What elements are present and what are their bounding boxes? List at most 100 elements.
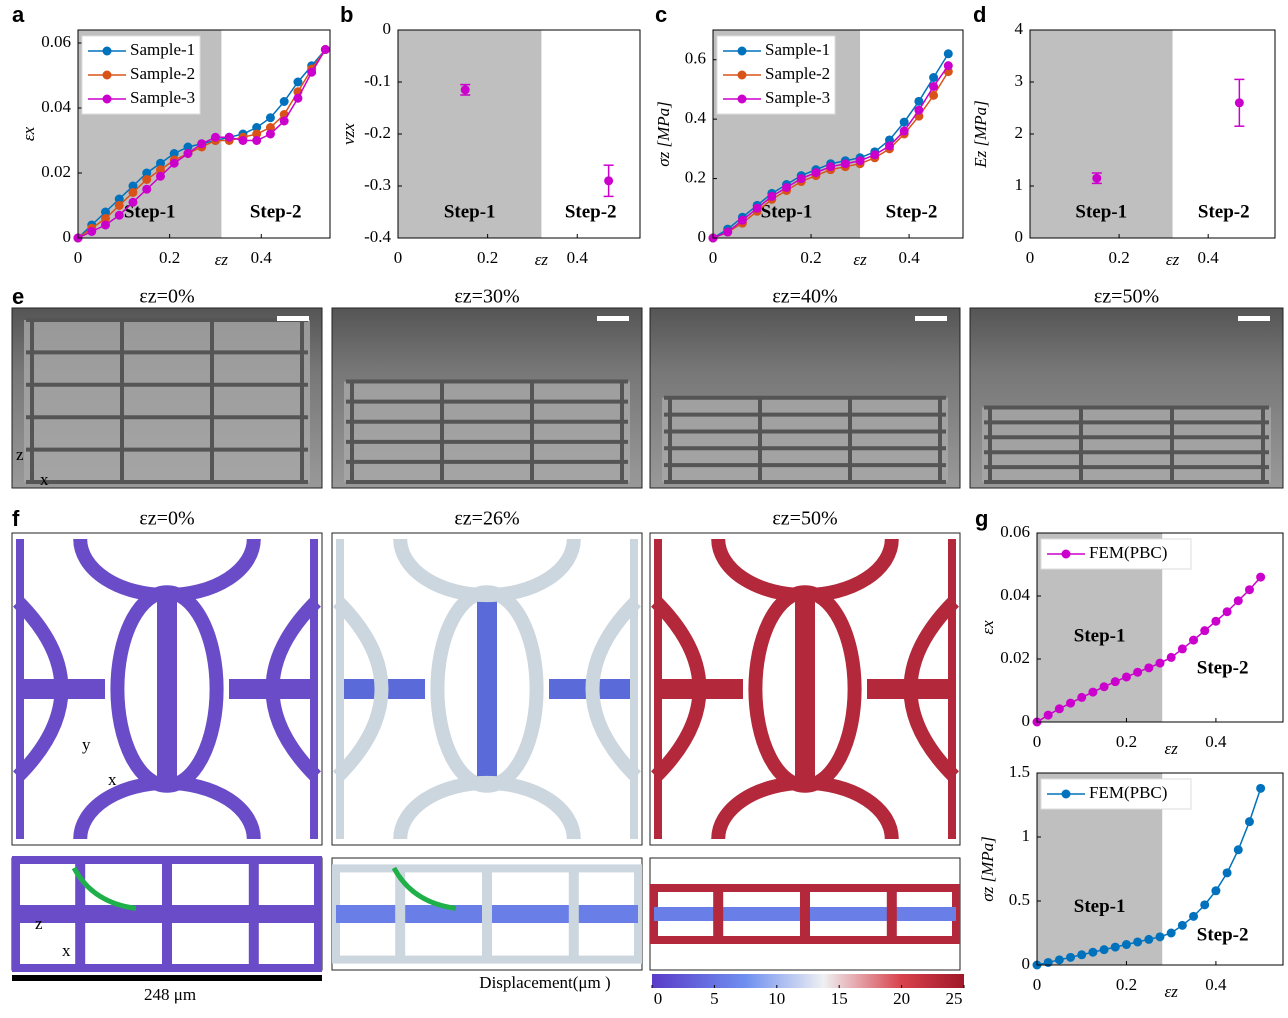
x-tick-label: 0.2 xyxy=(1116,732,1137,751)
data-point xyxy=(142,175,152,184)
data-point xyxy=(1166,652,1176,662)
data-point xyxy=(1110,942,1120,952)
sample xyxy=(24,320,310,482)
y-axis-label: Ez [MPa] xyxy=(971,100,990,169)
shaded-region xyxy=(1030,30,1173,238)
cell-arc xyxy=(265,596,321,782)
y-tick-label: 0 xyxy=(383,19,392,38)
axis-letter: z xyxy=(16,445,24,464)
data-point xyxy=(1054,955,1064,965)
legend-marker xyxy=(1061,549,1071,559)
data-point xyxy=(224,132,234,142)
data-point xyxy=(293,77,303,87)
data-point xyxy=(1144,663,1154,673)
scale-bar xyxy=(12,975,322,981)
x-tick-label: 0.2 xyxy=(159,248,180,267)
data-point xyxy=(114,210,124,220)
cell-arc xyxy=(585,596,641,782)
shaded-region xyxy=(398,30,542,238)
annotation: Step-1 xyxy=(1074,896,1126,917)
legend-marker xyxy=(102,94,112,104)
data-point xyxy=(293,93,303,103)
annotation: Step-2 xyxy=(565,201,617,222)
data-point xyxy=(1099,682,1109,692)
data-point xyxy=(826,162,836,172)
sample xyxy=(662,397,948,482)
data-point xyxy=(1166,928,1176,938)
y-tick-label: 0.6 xyxy=(685,49,706,68)
cell-arc xyxy=(333,596,389,782)
data-point xyxy=(252,123,262,132)
data-point xyxy=(100,207,110,217)
annotation: Step-1 xyxy=(444,201,496,222)
x-tick-label: 0.4 xyxy=(898,248,920,267)
data-point xyxy=(183,149,193,158)
x-axis-label: εz xyxy=(1165,982,1179,1001)
axis-letter: x xyxy=(108,770,117,789)
data-point xyxy=(1077,692,1087,702)
y-tick-label: 2 xyxy=(1015,123,1024,142)
data-point xyxy=(155,171,165,181)
colorbar-tick-label: 0 xyxy=(654,989,663,1008)
data-point xyxy=(320,45,330,54)
x-tick-label: 0.2 xyxy=(477,248,498,267)
data-point xyxy=(1043,710,1053,720)
annotation: Step-1 xyxy=(1074,625,1126,646)
x-tick-label: 0 xyxy=(1033,975,1042,994)
cell-arc xyxy=(711,775,899,840)
legend-label: Sample-1 xyxy=(130,40,195,59)
data-point xyxy=(782,182,792,192)
y-tick-label: 0 xyxy=(1022,711,1031,730)
data-point xyxy=(307,67,317,77)
data-point xyxy=(1256,783,1266,793)
data-point xyxy=(1088,687,1098,697)
y-tick-label: 0.06 xyxy=(41,32,71,51)
scale-label: 248 μm xyxy=(144,985,196,1004)
annotation: Step-1 xyxy=(124,201,176,222)
sample xyxy=(344,381,630,482)
data-point xyxy=(1211,886,1221,896)
annotation: Step-1 xyxy=(761,201,813,222)
data-point xyxy=(238,136,248,145)
y-tick-label: 0 xyxy=(63,227,72,246)
data-point xyxy=(723,227,733,237)
data-point xyxy=(128,188,138,197)
y-tick-label: -0.1 xyxy=(364,71,391,90)
panel-label: b xyxy=(340,2,353,27)
data-point xyxy=(210,132,220,142)
data-point xyxy=(1200,626,1210,636)
scale-bar xyxy=(597,316,629,321)
legend-label: Sample-2 xyxy=(130,64,195,83)
data-point xyxy=(142,184,152,194)
data-point xyxy=(1177,920,1187,930)
data-point xyxy=(1244,585,1254,595)
x-tick-label: 0 xyxy=(1033,732,1042,751)
y-tick-label: 1 xyxy=(1022,826,1031,845)
y-axis-label: νzx xyxy=(339,123,358,145)
legend-label: Sample-3 xyxy=(765,88,830,107)
data-point xyxy=(100,220,110,230)
y-axis-label: σz [MPa] xyxy=(978,836,997,902)
legend-marker xyxy=(737,46,747,56)
cell-arc xyxy=(13,596,69,782)
data-point xyxy=(460,85,470,95)
colorbar-label: Displacement(μm ) xyxy=(479,973,610,992)
legend-marker xyxy=(102,70,112,80)
cell-arc xyxy=(73,775,261,840)
y-tick-label: 0.5 xyxy=(1009,890,1030,909)
data-point xyxy=(252,136,262,145)
data-point xyxy=(899,117,909,127)
axes-frame xyxy=(1029,29,1276,239)
annotation: Step-2 xyxy=(886,201,938,222)
y-axis-label: εx xyxy=(978,620,997,635)
data-point xyxy=(1043,957,1053,967)
data-point xyxy=(114,201,124,210)
x-tick-label: 0.4 xyxy=(251,248,273,267)
cell-arc xyxy=(393,775,581,840)
data-point xyxy=(1133,937,1143,947)
y-axis-label: σz [MPa] xyxy=(654,101,673,167)
data-point xyxy=(1222,868,1232,878)
panel-label: e xyxy=(12,284,24,309)
data-point xyxy=(1155,658,1165,668)
